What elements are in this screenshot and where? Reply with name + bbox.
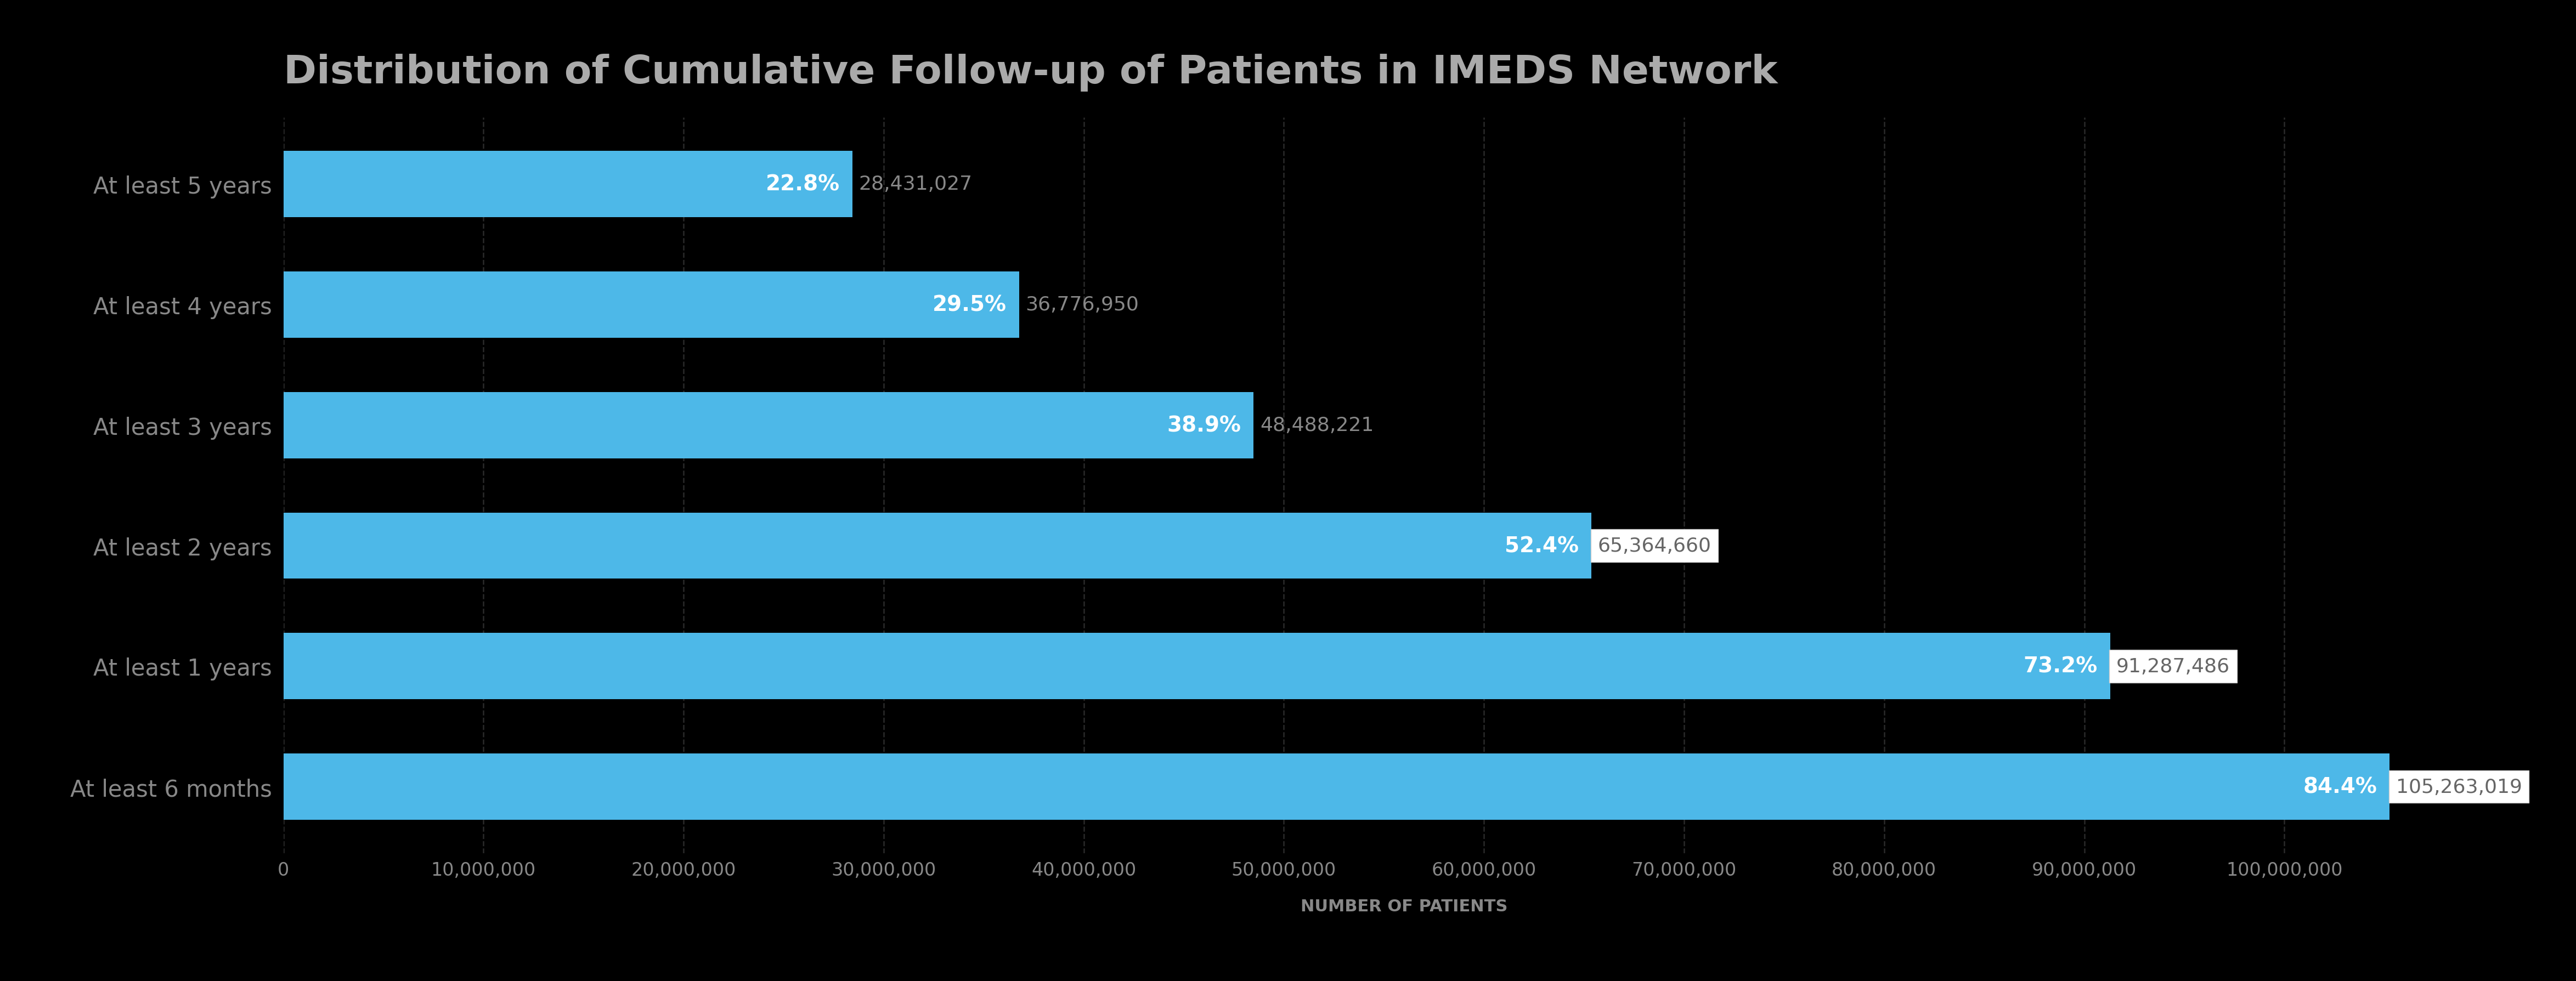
Text: 91,287,486: 91,287,486: [2117, 657, 2231, 676]
Bar: [283, 392, 1255, 458]
Bar: [283, 753, 2391, 820]
Bar: [283, 272, 1020, 338]
Bar: [283, 513, 1592, 579]
Text: 28,431,027: 28,431,027: [858, 175, 971, 193]
Text: Distribution of Cumulative Follow-up of Patients in IMEDS Network: Distribution of Cumulative Follow-up of …: [283, 54, 1777, 91]
Bar: [283, 633, 2110, 699]
Text: 38.9%: 38.9%: [1167, 415, 1242, 436]
Text: 84.4%: 84.4%: [2303, 777, 2378, 798]
X-axis label: NUMBER OF PATIENTS: NUMBER OF PATIENTS: [1301, 899, 1507, 914]
Text: 22.8%: 22.8%: [765, 174, 840, 194]
Text: 52.4%: 52.4%: [1504, 536, 1579, 556]
Bar: [283, 151, 853, 218]
Text: 65,364,660: 65,364,660: [1597, 537, 1710, 555]
Text: 73.2%: 73.2%: [2022, 656, 2097, 677]
Text: 29.5%: 29.5%: [933, 294, 1007, 315]
Text: 105,263,019: 105,263,019: [2396, 778, 2522, 797]
Text: 36,776,950: 36,776,950: [1025, 295, 1139, 314]
Text: 48,488,221: 48,488,221: [1260, 416, 1373, 435]
